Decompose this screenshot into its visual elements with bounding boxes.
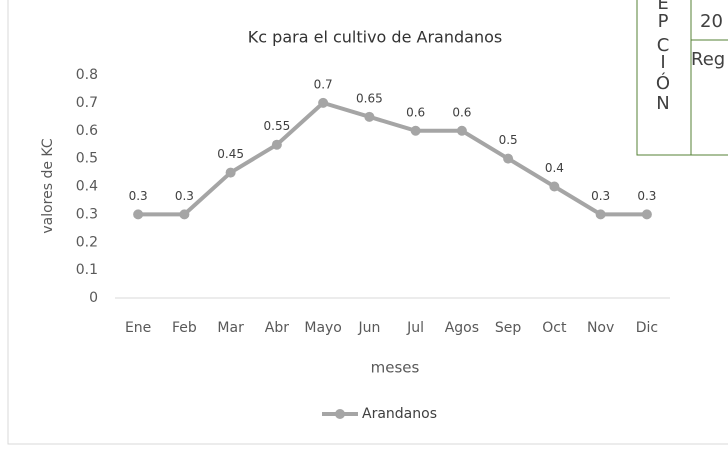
series-line — [138, 100, 647, 217]
y-tick-label: 0 — [89, 290, 98, 306]
data-label: 0.7 — [314, 77, 333, 91]
x-tick-label: Feb — [172, 320, 197, 336]
x-tick-label: Oct — [542, 320, 567, 336]
table-cell: Reg — [691, 49, 725, 70]
x-tick-label: Ene — [125, 320, 151, 336]
x-axis-label: meses — [371, 359, 420, 377]
data-label: 0.3 — [129, 189, 148, 203]
data-label: 0.45 — [217, 147, 244, 161]
data-label: 0.3 — [591, 189, 610, 203]
table-letter: E — [657, 0, 668, 14]
point — [225, 167, 236, 178]
point — [179, 209, 190, 220]
y-tick-label: 0.2 — [76, 234, 98, 250]
data-label: 0.4 — [545, 161, 564, 175]
point — [364, 111, 375, 122]
legend-marker — [335, 409, 345, 419]
x-tick-label: Abr — [265, 320, 289, 336]
data-label: 0.6 — [452, 105, 471, 119]
y-tick-label: 0.1 — [76, 262, 98, 278]
point — [503, 153, 514, 164]
point — [271, 139, 282, 150]
x-tick-label: Mayo — [304, 320, 342, 336]
y-tick-label: 0.4 — [76, 179, 98, 195]
legend-label: Arandanos — [362, 406, 437, 422]
point — [133, 209, 144, 220]
table-letter: C — [657, 35, 670, 56]
y-tick-label: 0.6 — [76, 123, 98, 139]
y-tick-label: 0.3 — [76, 206, 98, 222]
x-tick-label: Mar — [217, 320, 244, 336]
y-axis-label: valores de KC — [40, 138, 56, 233]
x-tick-label: Sep — [495, 320, 522, 336]
y-tick-label: 0.8 — [76, 67, 98, 83]
data-label: 0.3 — [637, 189, 656, 203]
y-tick-label: 0.7 — [76, 95, 98, 111]
table-letter: I — [660, 52, 665, 73]
point — [318, 97, 329, 108]
chart-frame — [7, 0, 728, 445]
table-letter: Ó — [656, 72, 670, 94]
chart-title: Kc para el cultivo de Arandanos — [248, 28, 502, 47]
y-tick-label: 0.5 — [76, 151, 98, 167]
point — [549, 181, 560, 192]
table-letter: P — [658, 11, 669, 32]
point — [410, 125, 421, 136]
point — [456, 125, 467, 136]
x-tick-label: Agos — [445, 320, 479, 336]
data-label: 0.3 — [175, 189, 194, 203]
data-label: 0.5 — [499, 133, 518, 147]
x-tick-label: Jun — [357, 320, 380, 336]
table-letter: N — [656, 93, 669, 114]
x-tick-label: Jul — [406, 320, 424, 336]
x-tick-label: Nov — [587, 320, 614, 336]
x-tick-label: Dic — [636, 320, 658, 336]
data-label: 0.55 — [264, 119, 291, 133]
data-label: 0.6 — [406, 105, 425, 119]
point — [641, 209, 652, 220]
table-cell: 20 — [700, 11, 723, 32]
table-frame — [636, 0, 728, 156]
point — [595, 209, 606, 220]
data-label: 0.65 — [356, 91, 383, 105]
